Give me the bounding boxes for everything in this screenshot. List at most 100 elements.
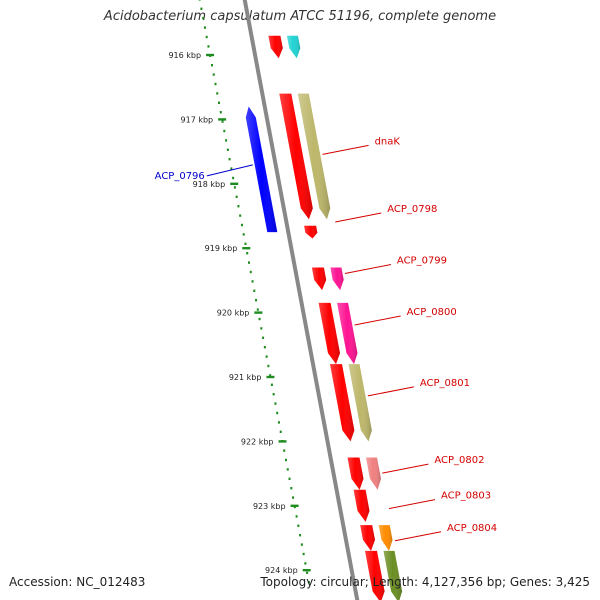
scale-dot <box>262 336 265 339</box>
scale-dot <box>307 581 310 584</box>
genome-summary-text: Topology: circular; Length: 4,127,356 bp… <box>260 575 590 589</box>
scale-dot <box>258 317 261 321</box>
scale-dot <box>270 383 273 386</box>
backbone-layer <box>242 0 360 600</box>
gene-label[interactable]: ACP_0796 <box>155 171 205 182</box>
gene-label[interactable]: ACP_0802 <box>434 455 484 466</box>
scale-dot <box>218 101 221 104</box>
scale-dot <box>249 270 252 274</box>
gene-feature[interactable] <box>311 267 327 291</box>
scale-tick-label: 919 kbp <box>205 244 238 253</box>
scale-dot <box>219 111 222 114</box>
scale-dot <box>256 308 259 311</box>
gene-label-leader <box>206 164 253 177</box>
gene-arrow-shade <box>286 35 301 59</box>
scale-dot <box>288 477 291 480</box>
gene-feature[interactable] <box>297 93 331 220</box>
scale-dot <box>247 261 250 264</box>
gene-feature[interactable] <box>286 35 301 59</box>
gene-arrow-shade <box>348 364 372 442</box>
scale-dot <box>230 167 233 170</box>
scale-dot <box>244 242 247 245</box>
gene-feature-acp_0800[interactable] <box>337 302 358 365</box>
gene-label[interactable]: ACP_0799 <box>397 256 447 267</box>
scale-dot <box>292 496 295 499</box>
gene-label-leader <box>322 144 369 155</box>
scale-dot <box>226 148 229 151</box>
scale-dot <box>265 355 268 358</box>
gene-feature[interactable] <box>360 525 375 551</box>
map-title: Acidobacterium capsulatum ATCC 51196, co… <box>103 9 497 24</box>
scale-dot <box>269 374 272 377</box>
gene-feature[interactable] <box>365 550 385 600</box>
gene-arrow-shade <box>353 489 370 522</box>
gene-label-leader <box>367 386 414 397</box>
gene-layer <box>245 35 403 600</box>
scale-dot <box>300 543 303 546</box>
gene-feature-acp_0803[interactable] <box>353 489 370 522</box>
scale-dot <box>239 214 242 217</box>
gene-label-leader <box>394 531 442 542</box>
scale-dot <box>225 139 228 142</box>
gene-arrow-shade <box>311 267 327 291</box>
scale-dot <box>242 233 245 236</box>
gene-feature[interactable] <box>330 364 355 442</box>
scale-dot <box>267 364 270 368</box>
gene-feature-dnak[interactable] <box>279 93 313 220</box>
scale-tick-label: 921 kbp <box>229 373 262 382</box>
scale-dot <box>306 571 309 574</box>
scale-dot <box>200 7 203 10</box>
scale-dot <box>212 73 215 76</box>
scale-dot <box>260 327 263 330</box>
label-layer: ACP_0796 dnaK ACP_0798 ACP_0799 ACP_0800 ACP_… <box>155 136 497 542</box>
scale-dot <box>285 458 287 462</box>
scale-dot <box>216 92 219 95</box>
scale-tick-label: 916 kbp <box>168 51 201 60</box>
gene-label-leader <box>382 463 429 474</box>
gene-label[interactable]: ACP_0804 <box>447 523 497 534</box>
scale-dot <box>297 524 300 527</box>
gene-arrow-shade <box>330 364 355 442</box>
gene-arrow-shade <box>360 525 375 551</box>
gene-feature[interactable] <box>347 457 364 490</box>
gene-arrow-shade <box>304 225 318 239</box>
gene-arrow-shade <box>268 35 283 59</box>
scale-dot <box>295 515 298 518</box>
gene-label[interactable]: dnaK <box>375 136 401 147</box>
scale-dot <box>198 0 201 1</box>
scale-dot <box>202 17 205 20</box>
scale-dot <box>203 26 206 29</box>
scale-dot <box>299 534 302 537</box>
scale-dot <box>286 468 289 471</box>
scale-dot <box>246 252 249 255</box>
gene-feature[interactable] <box>383 550 403 600</box>
gene-arrow-shade <box>378 525 393 551</box>
gene-label[interactable]: ACP_0798 <box>387 204 437 215</box>
gene-arrow-shade <box>245 106 278 233</box>
scale-dot <box>223 129 226 133</box>
gene-feature-acp_0799[interactable] <box>330 267 344 291</box>
gene-feature[interactable] <box>268 35 283 59</box>
scale-dot <box>240 223 243 227</box>
gene-label-leader <box>388 499 436 510</box>
scale-dot <box>272 393 275 396</box>
gene-label[interactable]: ACP_0803 <box>441 491 491 502</box>
scale-tick-label: 924 kbp <box>265 566 298 575</box>
gene-feature[interactable] <box>318 302 340 365</box>
gene-label[interactable]: ACP_0800 <box>407 307 457 318</box>
scale-dot <box>304 562 307 565</box>
scale-layer: 916 kbp 917 kbp 918 kbp 919 kbp 920 kbp 921 k… <box>168 0 311 584</box>
gene-feature-acp_0796[interactable] <box>245 106 278 233</box>
gene-arrow-shade <box>330 267 344 291</box>
scale-tick-label: 920 kbp <box>217 309 250 318</box>
gene-feature-acp_0802[interactable] <box>366 457 381 490</box>
gene-label[interactable]: ACP_0801 <box>420 378 470 389</box>
scale-tick-label: 923 kbp <box>253 502 286 511</box>
gene-arrow-shade <box>365 550 385 600</box>
gene-feature-acp_0798[interactable] <box>304 225 318 239</box>
scale-dot <box>255 299 258 302</box>
scale-dot <box>293 505 296 509</box>
gene-feature-acp_0804[interactable] <box>378 525 393 551</box>
gene-feature-acp_0801[interactable] <box>348 364 372 442</box>
